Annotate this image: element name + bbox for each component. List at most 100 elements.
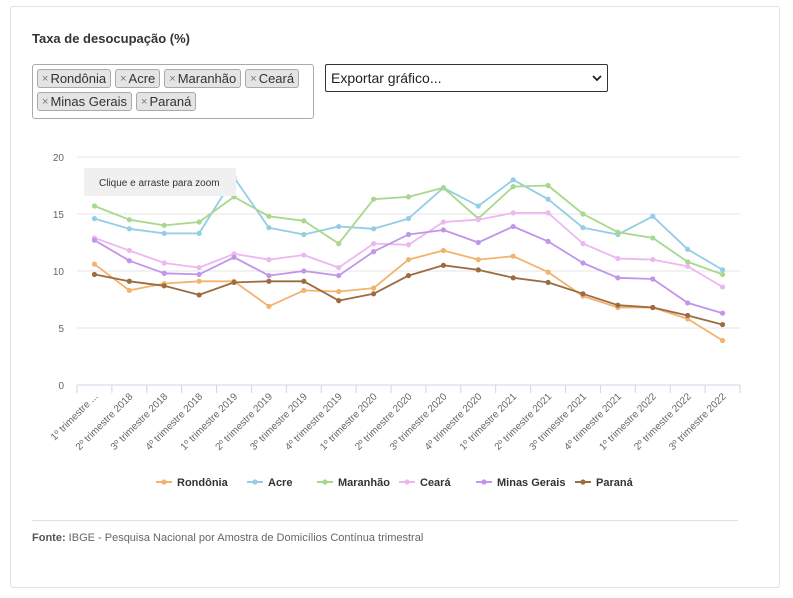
data-point[interactable] — [719, 337, 726, 344]
data-point[interactable] — [126, 247, 132, 254]
data-point[interactable] — [685, 259, 691, 265]
series-line[interactable] — [93, 225, 723, 315]
data-point[interactable] — [126, 258, 132, 264]
data-point[interactable] — [371, 249, 377, 255]
data-point[interactable] — [371, 226, 377, 232]
data-point[interactable] — [126, 287, 132, 293]
close-icon[interactable]: × — [120, 72, 127, 85]
data-point[interactable] — [510, 210, 516, 216]
legend-item[interactable]: Paraná — [596, 477, 634, 489]
data-point[interactable] — [371, 285, 377, 291]
filter-chip[interactable]: × Rondônia — [37, 69, 112, 88]
state-multiselect[interactable]: × Rondônia × Acre × Maranhão × Ceará × Minas Gera… — [32, 64, 314, 119]
close-icon[interactable]: × — [169, 72, 176, 85]
data-point[interactable] — [371, 196, 377, 202]
data-point[interactable] — [440, 262, 446, 268]
legend-item[interactable]: Rondônia — [177, 477, 229, 489]
export-select[interactable]: Exportar gráfico... — [325, 64, 608, 92]
data-point[interactable] — [266, 278, 272, 284]
legend-item[interactable]: Maranhão — [338, 477, 390, 489]
data-point[interactable] — [580, 291, 586, 297]
legend-item[interactable]: Acre — [268, 477, 292, 489]
legend-marker[interactable] — [481, 479, 487, 485]
data-point[interactable] — [545, 182, 551, 189]
close-icon[interactable]: × — [42, 95, 49, 108]
data-point[interactable] — [475, 257, 481, 263]
data-point[interactable] — [196, 230, 202, 236]
data-point[interactable] — [91, 203, 98, 209]
data-point[interactable] — [231, 254, 237, 260]
data-point[interactable] — [440, 227, 446, 233]
data-point[interactable] — [650, 304, 656, 311]
data-point[interactable] — [301, 278, 307, 284]
data-point[interactable] — [91, 261, 98, 267]
data-point[interactable] — [719, 284, 726, 290]
data-point[interactable] — [336, 272, 342, 279]
close-icon[interactable]: × — [250, 72, 257, 85]
data-point[interactable] — [161, 260, 167, 266]
data-point[interactable] — [405, 272, 412, 279]
data-point[interactable] — [685, 246, 691, 252]
legend-marker[interactable] — [252, 479, 258, 485]
data-point[interactable] — [580, 211, 586, 217]
filter-chip[interactable]: × Ceará — [245, 69, 300, 88]
data-point[interactable] — [336, 288, 342, 295]
data-point[interactable] — [405, 215, 412, 222]
data-point[interactable] — [475, 203, 481, 209]
data-point[interactable] — [510, 184, 516, 190]
filter-chip[interactable]: × Acre — [115, 69, 161, 88]
data-point[interactable] — [91, 237, 98, 243]
data-point[interactable] — [545, 269, 551, 275]
data-point[interactable] — [301, 268, 307, 274]
data-point[interactable] — [266, 303, 272, 309]
data-point[interactable] — [405, 194, 412, 200]
data-point[interactable] — [336, 241, 342, 247]
data-point[interactable] — [615, 302, 621, 308]
data-point[interactable] — [510, 275, 516, 281]
legend-marker[interactable] — [404, 479, 410, 485]
data-point[interactable] — [371, 241, 377, 247]
data-point[interactable] — [301, 218, 307, 224]
data-point[interactable] — [266, 272, 272, 279]
data-point[interactable] — [405, 257, 412, 263]
data-point[interactable] — [266, 225, 272, 231]
data-point[interactable] — [440, 247, 446, 254]
data-point[interactable] — [231, 279, 237, 285]
data-point[interactable] — [440, 185, 446, 191]
data-point[interactable] — [650, 235, 656, 241]
data-point[interactable] — [161, 283, 167, 289]
data-point[interactable] — [580, 260, 586, 266]
data-point[interactable] — [126, 278, 132, 284]
series-line[interactable] — [93, 249, 724, 342]
data-point[interactable] — [91, 215, 98, 222]
filter-chip[interactable]: × Minas Gerais — [37, 92, 133, 111]
data-point[interactable] — [405, 231, 412, 238]
data-point[interactable] — [545, 196, 551, 202]
data-point[interactable] — [371, 291, 377, 297]
data-point[interactable] — [650, 257, 656, 263]
data-point[interactable] — [510, 253, 516, 259]
legend-item[interactable]: Ceará — [420, 477, 451, 489]
data-point[interactable] — [161, 230, 167, 236]
legend-marker[interactable] — [580, 479, 586, 485]
data-point[interactable] — [545, 279, 551, 285]
data-point[interactable] — [545, 238, 551, 244]
data-point[interactable] — [510, 223, 516, 230]
close-icon[interactable]: × — [141, 95, 148, 108]
data-point[interactable] — [266, 257, 272, 263]
data-point[interactable] — [161, 270, 167, 276]
filter-chip[interactable]: × Paraná — [136, 92, 197, 111]
data-point[interactable] — [719, 310, 726, 316]
data-point[interactable] — [336, 264, 342, 271]
data-point[interactable] — [615, 229, 621, 235]
data-point[interactable] — [719, 271, 726, 278]
data-point[interactable] — [475, 267, 481, 273]
filter-chip[interactable]: × Maranhão — [164, 69, 242, 88]
data-point[interactable] — [161, 222, 167, 228]
data-point[interactable] — [650, 213, 656, 219]
data-point[interactable] — [440, 219, 446, 225]
data-point[interactable] — [301, 287, 307, 293]
data-point[interactable] — [336, 298, 342, 304]
data-point[interactable] — [475, 217, 481, 223]
